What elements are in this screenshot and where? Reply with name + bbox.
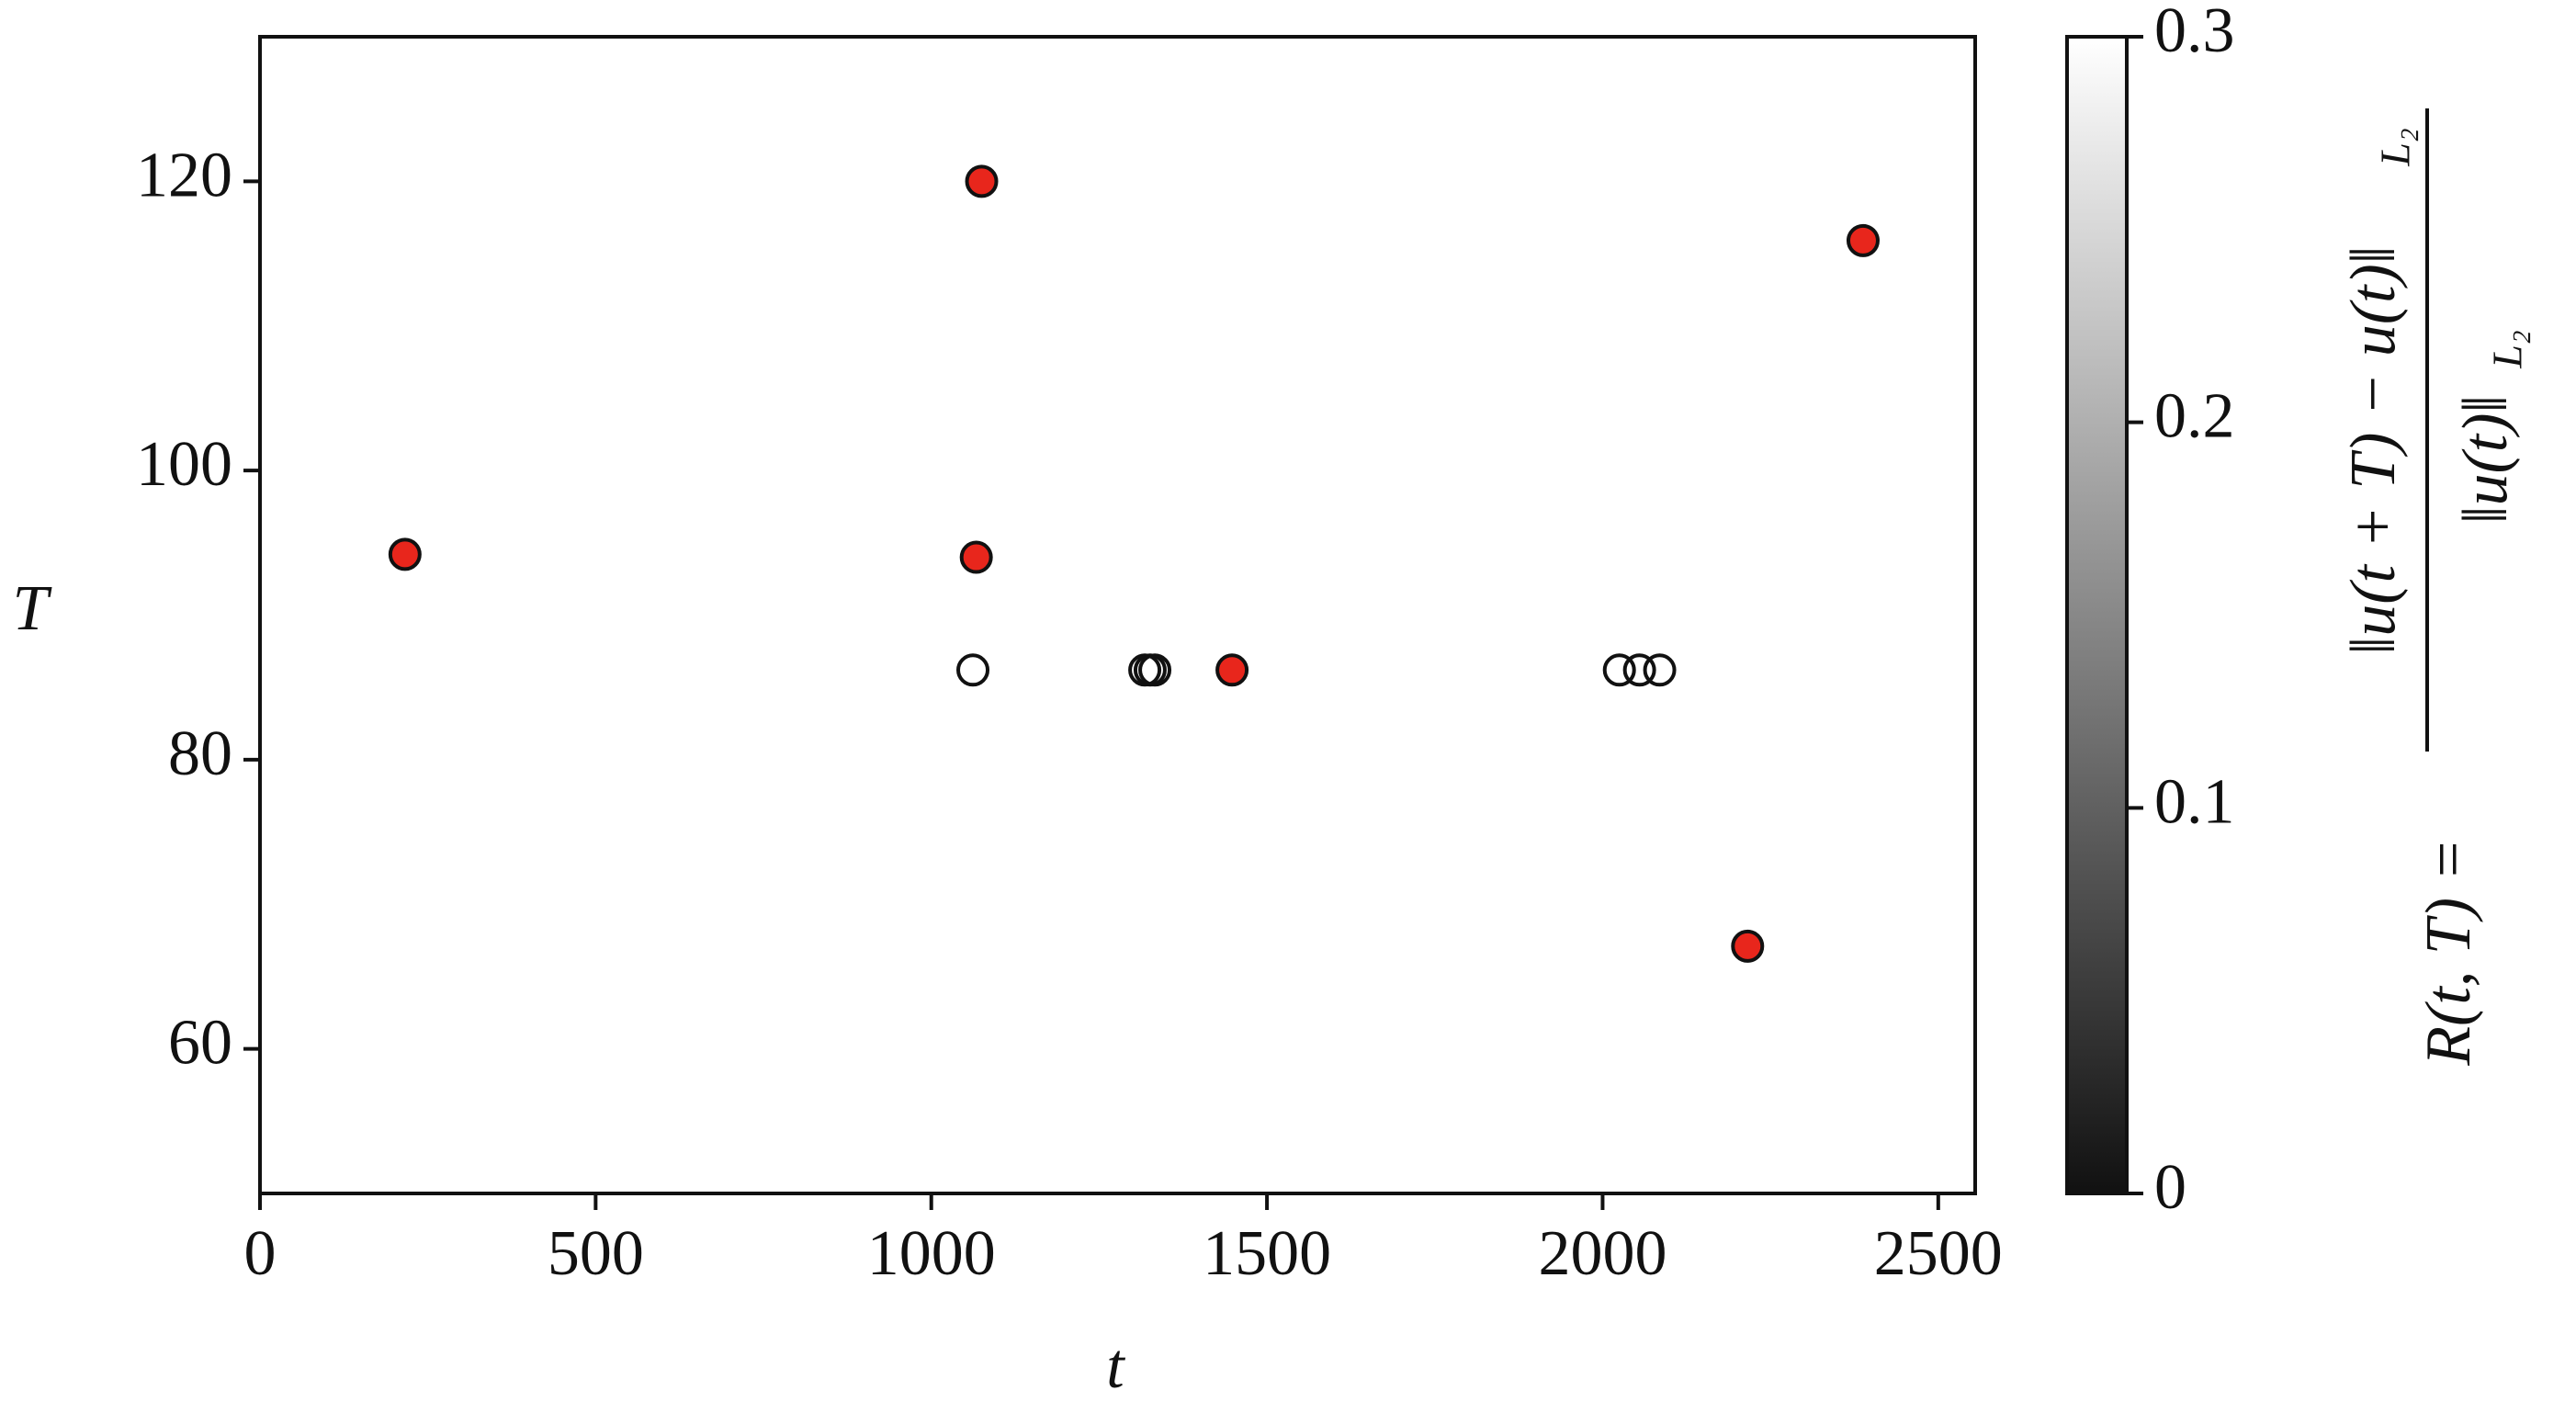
colorbar-tick-label: 0.1 <box>2154 766 2235 837</box>
colorbar-label-lhs: R(t, T) = <box>2413 838 2484 1067</box>
x-tick-label: 2000 <box>1538 1218 1666 1289</box>
y-axis-label: T <box>13 573 53 644</box>
x-tick-label: 2500 <box>1874 1218 2003 1289</box>
colorbar-label-numerator: ‖u(t + T) − u(t)‖ <box>2338 246 2409 655</box>
colorbar-label-denominator: ‖u(t)‖ <box>2450 395 2521 524</box>
scatter-point <box>959 540 993 574</box>
colorbar-label-subscript: L₂ <box>2372 128 2419 167</box>
scatter-point <box>1846 223 1880 257</box>
y-tick-label: 60 <box>168 1008 232 1079</box>
x-axis-label: t <box>1106 1331 1125 1402</box>
colorbar <box>2065 35 2129 1195</box>
x-tick-label: 1000 <box>867 1218 996 1289</box>
x-tick-label: 500 <box>548 1218 644 1289</box>
scatter-point <box>1215 653 1249 687</box>
scatter-point <box>956 653 990 687</box>
scatter-point <box>1731 929 1765 963</box>
y-tick-label: 120 <box>136 140 232 210</box>
colorbar-tick-label: 0 <box>2154 1152 2186 1223</box>
scatter-point <box>1602 653 1636 687</box>
scatter-point <box>388 537 422 571</box>
x-tick-label: 1500 <box>1203 1218 1331 1289</box>
x-tick-label: 0 <box>244 1218 277 1289</box>
colorbar-tick-label: 0.3 <box>2154 0 2235 66</box>
y-tick-label: 100 <box>136 429 232 500</box>
plot-frame <box>258 35 1977 1195</box>
scatter-point <box>1138 653 1172 687</box>
scatter-point <box>1643 653 1677 687</box>
y-tick-label: 80 <box>168 718 232 789</box>
scatter-point <box>1622 653 1656 687</box>
colorbar-tick-label: 0.2 <box>2154 381 2235 452</box>
scatter-point <box>965 164 999 198</box>
colorbar-label-subscript: L₂ <box>2484 330 2531 369</box>
